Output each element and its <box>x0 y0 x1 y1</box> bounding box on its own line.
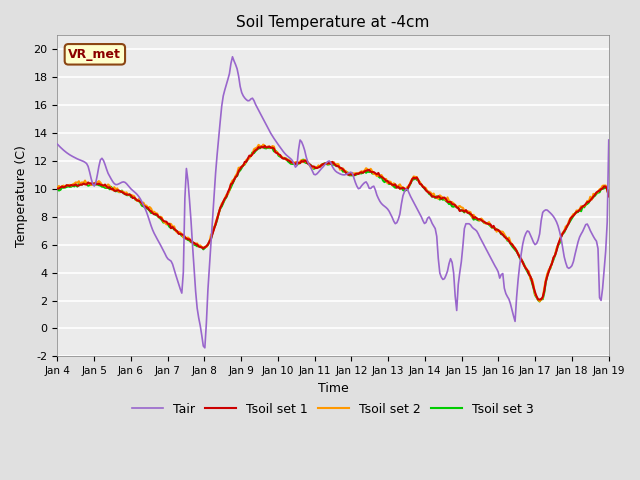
Tsoil set 1 <box>261 143 269 149</box>
Tsoil set 3 <box>121 190 129 196</box>
Tsoil set 2 <box>605 192 612 198</box>
Tair <box>201 345 209 351</box>
X-axis label: Time: Time <box>317 382 348 395</box>
Tsoil set 1 <box>54 186 61 192</box>
Line: Tsoil set 2: Tsoil set 2 <box>58 144 609 301</box>
Tsoil set 1 <box>605 193 612 199</box>
Tsoil set 1 <box>577 205 585 211</box>
Tsoil set 3 <box>236 168 244 173</box>
Tsoil set 2 <box>54 185 61 191</box>
Tair <box>248 96 256 101</box>
Tsoil set 1 <box>246 153 253 158</box>
Tair <box>577 231 585 237</box>
Tsoil set 3 <box>246 155 253 160</box>
Y-axis label: Temperature (C): Temperature (C) <box>15 145 28 247</box>
Legend: Tair, Tsoil set 1, Tsoil set 2, Tsoil set 3: Tair, Tsoil set 1, Tsoil set 2, Tsoil se… <box>127 398 540 420</box>
Tsoil set 2 <box>246 155 253 161</box>
Tsoil set 3 <box>54 186 61 192</box>
Tsoil set 2 <box>121 190 129 196</box>
Tsoil set 2 <box>296 158 304 164</box>
Text: VR_met: VR_met <box>68 48 122 61</box>
Tsoil set 1 <box>236 166 244 172</box>
Tsoil set 1 <box>296 160 304 166</box>
Tsoil set 2 <box>259 142 267 147</box>
Tsoil set 2 <box>577 204 585 209</box>
Tair <box>121 180 129 185</box>
Tsoil set 2 <box>536 299 543 304</box>
Tair <box>220 93 227 99</box>
Tsoil set 3 <box>577 208 585 214</box>
Tair <box>228 54 236 60</box>
Line: Tair: Tair <box>58 57 609 348</box>
Tair <box>239 93 247 99</box>
Tsoil set 3 <box>605 193 612 199</box>
Tsoil set 1 <box>121 192 129 197</box>
Tsoil set 2 <box>236 165 244 170</box>
Tsoil set 3 <box>296 160 304 166</box>
Tsoil set 2 <box>218 201 225 206</box>
Line: Tsoil set 3: Tsoil set 3 <box>58 146 609 301</box>
Tsoil set 1 <box>218 202 225 208</box>
Tsoil set 3 <box>218 204 225 209</box>
Tsoil set 3 <box>259 144 267 149</box>
Tair <box>54 141 61 147</box>
Tsoil set 3 <box>536 299 543 304</box>
Tsoil set 1 <box>536 297 543 302</box>
Tair <box>605 137 612 143</box>
Line: Tsoil set 1: Tsoil set 1 <box>58 146 609 300</box>
Tair <box>298 139 305 144</box>
Title: Soil Temperature at -4cm: Soil Temperature at -4cm <box>236 15 430 30</box>
